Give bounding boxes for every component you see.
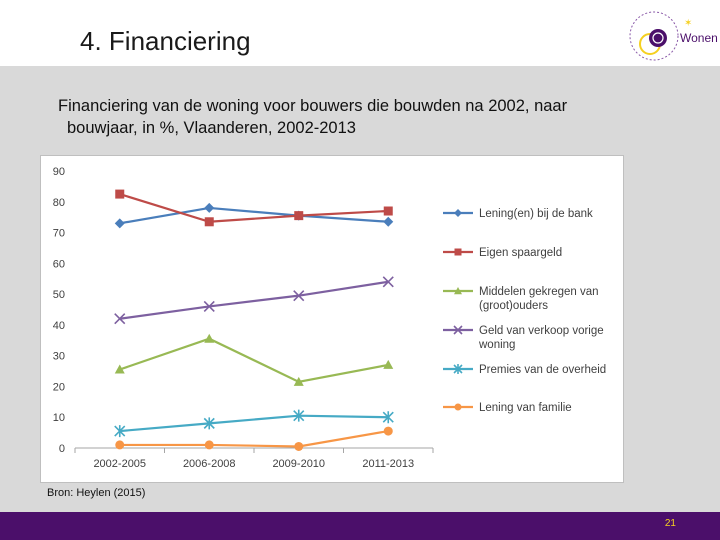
chart-heading: Financiering van de woning voor bouwers … (58, 95, 658, 139)
data-point (453, 325, 463, 335)
series-4 (114, 276, 394, 325)
source-note: Bron: Heylen (2015) (47, 487, 146, 499)
series-line (119, 206, 389, 225)
data-point (383, 206, 393, 216)
y-tick-label: 30 (53, 351, 65, 363)
legend-label: Premies van de overheid (479, 364, 606, 376)
wonen-logo: Wonen ✶ (629, 11, 718, 61)
y-tick-label: 60 (53, 258, 65, 270)
data-point (204, 440, 214, 450)
legend-label: Middelen gekregen van (groot)ouders (479, 286, 599, 312)
legend-item: Premies van de overheid (443, 364, 606, 376)
slide-title: 4. Financiering (80, 26, 251, 56)
x-axis: 2002-2005 2006-2008 2009-2010 2011-2013 (74, 448, 434, 470)
page-number: 21 (664, 518, 676, 529)
y-tick-label: 0 (59, 443, 65, 455)
data-point (204, 333, 215, 343)
data-point (114, 313, 126, 325)
x-tick-label: 2009-2010 (272, 458, 325, 470)
series-line (119, 429, 389, 448)
x-tick-label: 2011-2013 (362, 458, 414, 470)
series-line (119, 414, 389, 433)
data-point (454, 248, 462, 256)
y-axis: 0 10 20 30 40 50 60 70 80 90 (53, 166, 433, 455)
legend-label: Lening(en) bij de bank (479, 208, 593, 220)
data-point (204, 217, 214, 227)
data-point (114, 425, 126, 438)
y-tick-label: 10 (53, 412, 65, 424)
legend: Lening(en) bij de bank Eigen spaargeld Mid… (443, 208, 606, 414)
x-tick-label: 2002-2005 (93, 458, 146, 470)
series-6 (115, 426, 393, 451)
data-point (383, 426, 393, 436)
footer-bar: 21 (0, 512, 720, 540)
series-line (119, 337, 389, 383)
data-point (203, 417, 215, 430)
y-tick-label: 40 (53, 320, 65, 332)
data-point (204, 202, 215, 213)
series-line (119, 193, 389, 223)
series-group (114, 189, 394, 451)
data-point (114, 218, 125, 229)
data-point (453, 364, 463, 374)
legend-label: Lening van familie (479, 402, 572, 414)
data-point (293, 409, 305, 422)
data-point (383, 359, 394, 369)
subtitle-line-2: bouwjaar, in %, Vlaanderen, 2002-2013 (67, 119, 356, 137)
y-tick-label: 90 (53, 166, 65, 178)
data-point (293, 376, 304, 386)
data-point (454, 403, 462, 411)
legend-item: Lening van familie (443, 402, 572, 414)
data-point (382, 411, 394, 424)
data-point (115, 440, 125, 450)
data-point (383, 216, 394, 227)
data-point (454, 287, 462, 295)
data-point (115, 189, 125, 199)
x-tick-label: 2006-2008 (183, 458, 236, 470)
data-point (294, 211, 304, 221)
legend-item: Eigen spaargeld (443, 247, 562, 259)
logo-text: Wonen (680, 31, 718, 45)
data-point (203, 300, 215, 312)
data-point (382, 276, 394, 288)
legend-item: Middelen gekregen van (groot)ouders (443, 286, 599, 312)
series-1 (114, 202, 394, 229)
legend-label: Geld van verkoop vorige woning (478, 325, 604, 351)
subtitle-line-1: Financiering van de woning voor bouwers … (58, 97, 568, 115)
y-tick-label: 20 (53, 381, 65, 393)
series-3 (114, 333, 394, 386)
data-point (294, 441, 304, 451)
legend-item: Lening(en) bij de bank (443, 208, 593, 220)
series-5 (114, 409, 394, 438)
series-2 (115, 189, 393, 227)
chart-container: 0 10 20 30 40 50 60 70 80 90 2002-2005 2006-2008 20… (40, 155, 624, 483)
y-tick-label: 80 (53, 197, 65, 209)
y-tick-label: 70 (53, 228, 65, 240)
svg-text:✶: ✶ (684, 18, 692, 29)
legend-label: Eigen spaargeld (479, 247, 562, 259)
legend-item: Geld van verkoop vorige woning (443, 325, 604, 351)
data-point (114, 364, 125, 374)
data-point (454, 209, 462, 217)
y-tick-label: 50 (53, 289, 65, 301)
data-point (293, 290, 305, 302)
series-line (119, 280, 389, 320)
